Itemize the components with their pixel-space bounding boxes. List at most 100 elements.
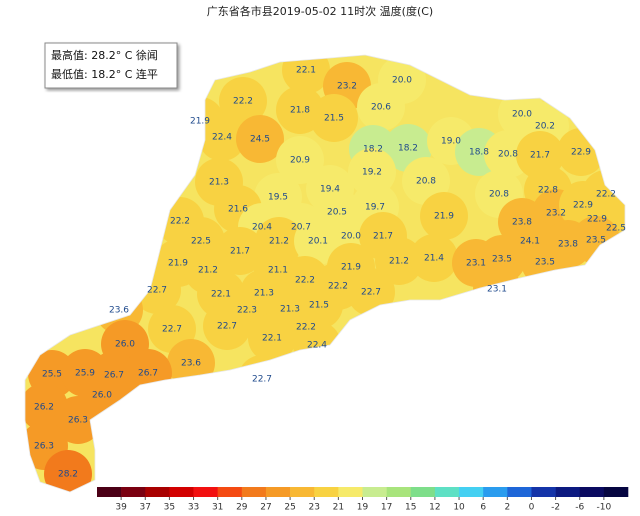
station-temp: 22.4	[212, 133, 232, 143]
station-temp: 22.3	[237, 306, 257, 316]
temp-area	[54, 396, 102, 444]
station-temp: 20.6	[371, 103, 391, 113]
temp-area	[348, 148, 396, 196]
station-temp: 24.1	[520, 237, 540, 247]
colorbar-segment	[217, 487, 243, 497]
station-temp: 26.7	[138, 369, 158, 379]
temp-area	[420, 192, 468, 240]
colorbar-tick-label: 10	[453, 503, 465, 513]
station-temp: 19.5	[268, 193, 288, 203]
station-temp: 21.2	[198, 266, 218, 276]
station-temp: 22.1	[296, 66, 316, 76]
info-min: 最低值: 18.2° C 连平	[51, 68, 158, 81]
info-box-bg	[44, 42, 178, 89]
station-temp: 23.8	[512, 218, 532, 228]
station-temp: 25.9	[75, 369, 95, 379]
station-temp: 26.2	[34, 403, 54, 413]
colorbar-segment	[265, 487, 291, 497]
station-temp: 23.1	[466, 259, 486, 269]
colorbar-tick-label: 0	[529, 503, 535, 513]
map-title: 广东省各市县2019-05-02 11时次 温度(度(C)	[207, 4, 433, 18]
station-temp: 22.5	[606, 224, 626, 234]
temp-area	[347, 268, 395, 316]
station-temp: 21.7	[530, 151, 550, 161]
station-temp: 21.3	[254, 289, 274, 299]
station-temp: 22.2	[596, 190, 616, 200]
station-temp: 28.2	[58, 470, 78, 480]
station-temp: 20.2	[535, 122, 555, 132]
station-temp: 22.2	[233, 97, 253, 107]
temp-area	[203, 302, 251, 350]
station-temp: 22.1	[211, 290, 231, 300]
temp-area	[236, 115, 284, 163]
station-labels: 22.123.220.022.221.8 20.620.021.922.4 24.5…	[34, 66, 626, 480]
station-temp: 22.7	[361, 288, 381, 298]
temp-area	[375, 237, 423, 285]
station-temp: 21.5	[324, 114, 344, 124]
colorbar-tick-label: 2	[504, 503, 510, 513]
colorbar-tick-label: 33	[188, 503, 199, 513]
station-temp: 26.3	[34, 442, 54, 452]
station-temp: 19.4	[320, 185, 340, 195]
station-temp: 22.4	[307, 341, 327, 351]
info-box	[44, 42, 178, 89]
heat-layer	[25, 55, 625, 492]
temp-area	[219, 77, 267, 125]
colorbar-tick-label: 17	[381, 503, 392, 513]
station-temp: 22.2	[328, 282, 348, 292]
station-temp: 21.9	[168, 259, 188, 269]
colorbar-tick-label: 31	[212, 503, 223, 513]
station-temp: 26.7	[104, 371, 124, 381]
colorbar-segment	[290, 487, 315, 497]
station-temp: 22.5	[191, 237, 211, 247]
colorbar-segment	[362, 487, 387, 497]
colorbar-segment	[169, 487, 194, 497]
colorbar-tick-label: 27	[260, 503, 271, 513]
station-temp: 22.7	[162, 325, 182, 335]
station-temp: 20.7	[291, 223, 311, 233]
station-temp: 21.6	[228, 205, 248, 215]
station-temp: 26.0	[92, 391, 112, 401]
colorbar-segment	[145, 487, 170, 497]
station-temp: 20.8	[489, 190, 509, 200]
station-temp: 21.9	[341, 263, 361, 273]
station-temp: 25.5	[42, 370, 62, 380]
station-temp: 21.3	[280, 305, 300, 315]
station-temp: 21.9	[434, 212, 454, 222]
station-temp: 22.9	[571, 148, 591, 158]
colorbar-segment	[338, 487, 363, 497]
station-temp: 21.7	[373, 232, 393, 242]
station-temp: 20.9	[290, 156, 310, 166]
station-temp: 22.2	[295, 276, 315, 286]
station-temp: 23.2	[546, 209, 566, 219]
temp-area	[276, 136, 324, 184]
station-temp: 21.8	[290, 106, 310, 116]
station-temp: 23.6	[109, 306, 129, 316]
station-temp: 20.5	[327, 208, 347, 218]
colorbar-segment	[97, 487, 122, 497]
station-temp: 20.1	[308, 237, 328, 247]
colorbar-segment	[121, 487, 146, 497]
station-temp: 26.0	[115, 340, 135, 350]
colorbar-tick-label: -10	[597, 503, 612, 513]
station-temp: 23.1	[487, 285, 507, 295]
colorbar-tick-label: 21	[333, 503, 344, 513]
station-temp: 22.9	[573, 201, 593, 211]
station-temp: 22.7	[252, 375, 272, 385]
station-temp: 19.7	[365, 203, 385, 213]
station-temp: 21.4	[424, 254, 444, 264]
colorbar-tick-label: 12	[429, 503, 440, 513]
station-temp: 21.2	[389, 257, 409, 267]
colorbar: 39 37 35 33 31 29 27 25 23 21 19 17 15 12 10 6 2 0 -2 -6 -10	[97, 487, 629, 513]
temp-area	[357, 83, 405, 131]
station-temp: 23.5	[535, 258, 555, 268]
colorbar-segment	[193, 487, 218, 497]
station-temp: 24.5	[250, 135, 270, 145]
colorbar-segment	[579, 487, 605, 497]
station-temp: 20.4	[252, 223, 272, 233]
temp-area	[248, 314, 296, 362]
colorbar-segment	[241, 487, 267, 497]
station-temp: 21.7	[230, 247, 250, 257]
colorbar-segment	[555, 487, 581, 497]
